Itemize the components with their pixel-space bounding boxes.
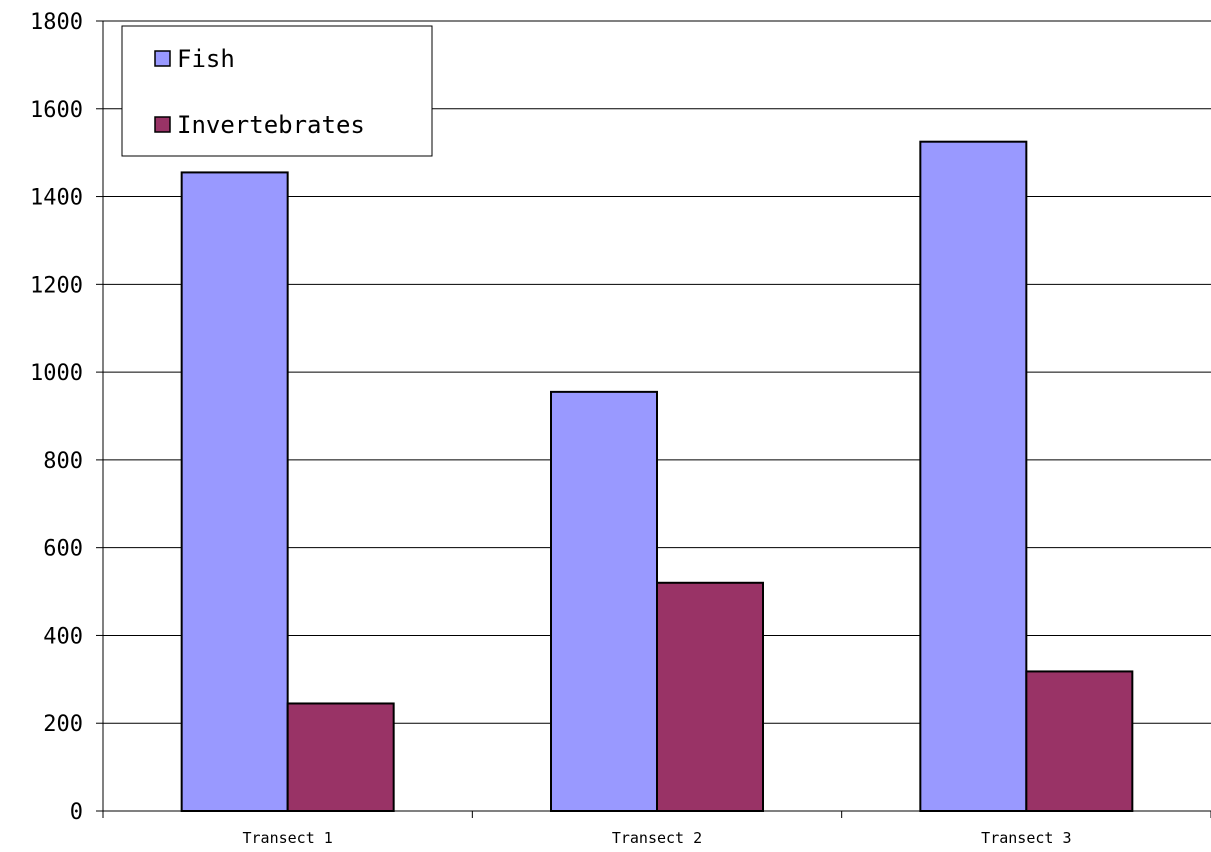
y-tick-label: 0	[70, 800, 83, 825]
x-tick-label: Transect 1	[243, 829, 333, 847]
x-tick-label: Transect 3	[981, 829, 1071, 847]
bar-fish-3	[919, 140, 1028, 812]
x-axis-ticks: Transect 1 Transect 2 Transect 3	[102, 811, 1211, 847]
y-tick-label: 600	[43, 537, 83, 562]
y-tick-label: 1800	[30, 10, 83, 35]
bar-fish-1	[180, 171, 289, 812]
legend-swatch-fish	[154, 50, 171, 67]
y-tick-label: 1400	[30, 186, 83, 211]
bar-invertebrates-2	[656, 581, 764, 812]
bars	[180, 140, 1134, 813]
bar-invertebrates-3	[1025, 670, 1134, 813]
y-tick-label: 1600	[30, 98, 83, 123]
legend-box	[121, 25, 433, 157]
y-axis-ticks: 0 200 400 600 800 1000 1200 1400 1600 1800	[30, 10, 103, 825]
legend-label-invertebrates: Invertebrates	[177, 111, 365, 139]
y-tick-label: 200	[43, 712, 83, 737]
y-tick-label: 1200	[30, 273, 83, 298]
bar-fish-2	[550, 390, 658, 812]
legend-label-fish: Fish	[177, 45, 235, 73]
legend: Fish Invertebrates	[121, 25, 433, 157]
y-tick-label: 1000	[30, 361, 83, 386]
y-tick-label: 800	[43, 449, 83, 474]
legend-swatch-invertebrates	[154, 116, 171, 133]
x-tick-label: Transect 2	[612, 829, 702, 847]
y-tick-label: 400	[43, 624, 83, 649]
bar-invertebrates-1	[286, 702, 395, 813]
